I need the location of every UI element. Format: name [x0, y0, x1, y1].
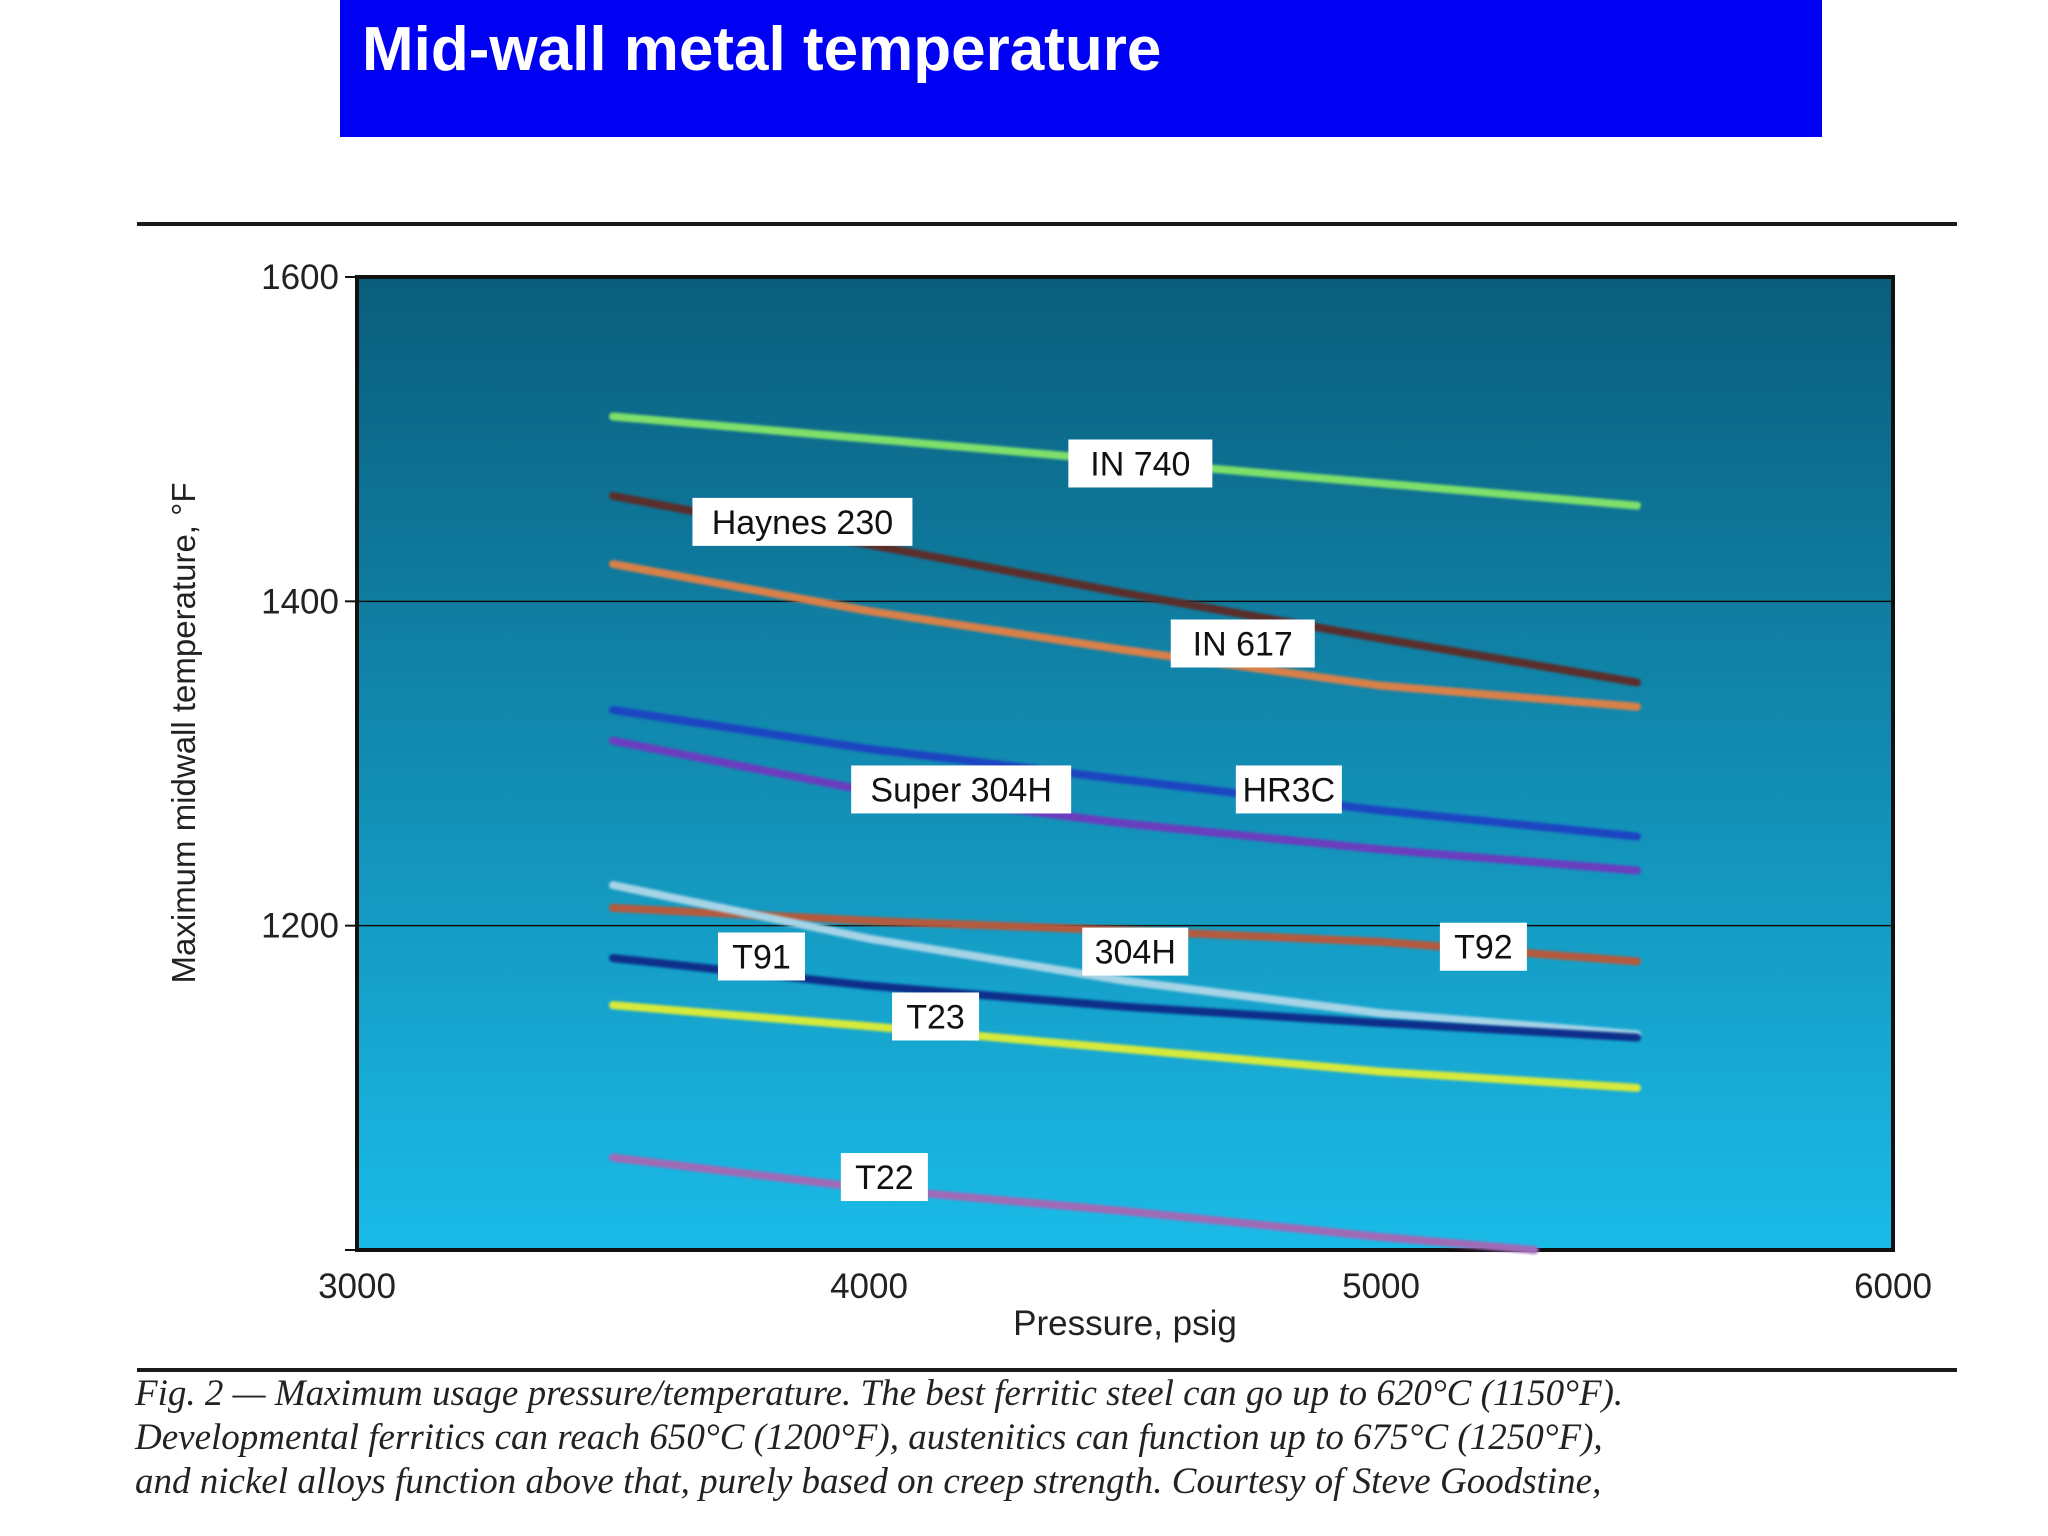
x-tick-label: 3000 [318, 1267, 396, 1306]
series-line-t23 [609, 1001, 1641, 1092]
series-label-text: T23 [906, 998, 965, 1036]
series-label-in-617: IN 617 [1170, 619, 1315, 668]
caption-line: Fig. 2 — Maximum usage pressure/temperat… [135, 1373, 1624, 1414]
caption-line: Developmental ferritics can reach 650°C … [135, 1417, 1603, 1458]
series-label-text: T91 [732, 938, 791, 976]
top-rule [137, 222, 1957, 226]
series-label-box [1082, 927, 1189, 976]
series-label-text: 304H [1095, 934, 1176, 972]
y-tick-label: 1400 [261, 582, 339, 621]
x-tick-label: 5000 [1342, 1267, 1420, 1306]
x-tick-label: 4000 [830, 1267, 908, 1306]
series-line-304h [609, 881, 1641, 1039]
series-line-t22 [609, 1153, 1539, 1254]
series-label-box [840, 1153, 928, 1202]
series-label-text: T92 [1454, 929, 1513, 967]
y-axis-label: Maximum midwall temperature, °F [165, 483, 202, 984]
figure-caption: Fig. 2 — Maximum usage pressure/temperat… [135, 1372, 1965, 1504]
series-label-box [1235, 765, 1342, 814]
series-label-box [851, 765, 1072, 814]
series-label-t22: T22 [840, 1153, 928, 1202]
x-axis-label: Pressure, psig [1013, 1304, 1237, 1343]
series-line-hr3c [609, 705, 1641, 841]
series-label-box [1068, 439, 1213, 488]
series-label-in-740: IN 740 [1068, 439, 1213, 488]
series-label-text: IN 740 [1090, 445, 1190, 483]
title-bar: Mid-wall metal temperature [340, 0, 1822, 137]
series-label-box [692, 497, 913, 546]
series-label-haynes-230: Haynes 230 [692, 497, 913, 546]
series-labels: IN 740 Haynes 230 IN 617 HR3C Super 304H T92 3… [692, 439, 1527, 1202]
series-label-text: Super 304H [870, 771, 1051, 809]
series-line-super-304h [609, 736, 1641, 875]
series-line-in-617 [609, 560, 1641, 711]
y-tick-label: 1200 [261, 907, 339, 946]
series-label-text: IN 617 [1193, 625, 1293, 663]
series-label-box [1170, 619, 1315, 668]
series-label-t23: T23 [892, 992, 980, 1041]
y-tick-label: 1600 [261, 258, 339, 297]
series-label-box [892, 992, 980, 1041]
series-label-hr3c: HR3C [1235, 765, 1342, 814]
series-label-t92: T92 [1439, 922, 1527, 971]
series-label-box [1439, 922, 1527, 971]
series-label-text: HR3C [1243, 771, 1336, 809]
caption-line: and nickel alloys function above that, p… [135, 1461, 1602, 1502]
series-label-box [717, 932, 805, 981]
x-tick-label: 6000 [1854, 1267, 1932, 1306]
bottom-rule [137, 1368, 1957, 1372]
axes: 1200 1400 1600 3000 4000 5000 6000 [261, 258, 1932, 1306]
grid-lines [357, 600, 1893, 927]
series-label-304h: 304H [1082, 927, 1189, 976]
series-label-text: T22 [855, 1159, 914, 1197]
series-label-text: Haynes 230 [712, 504, 893, 542]
plot-area [355, 275, 1895, 1252]
slide-title: Mid-wall metal temperature [362, 15, 1162, 84]
series-label-t91: T91 [717, 932, 805, 981]
series-label-super-304h: Super 304H [851, 765, 1072, 814]
